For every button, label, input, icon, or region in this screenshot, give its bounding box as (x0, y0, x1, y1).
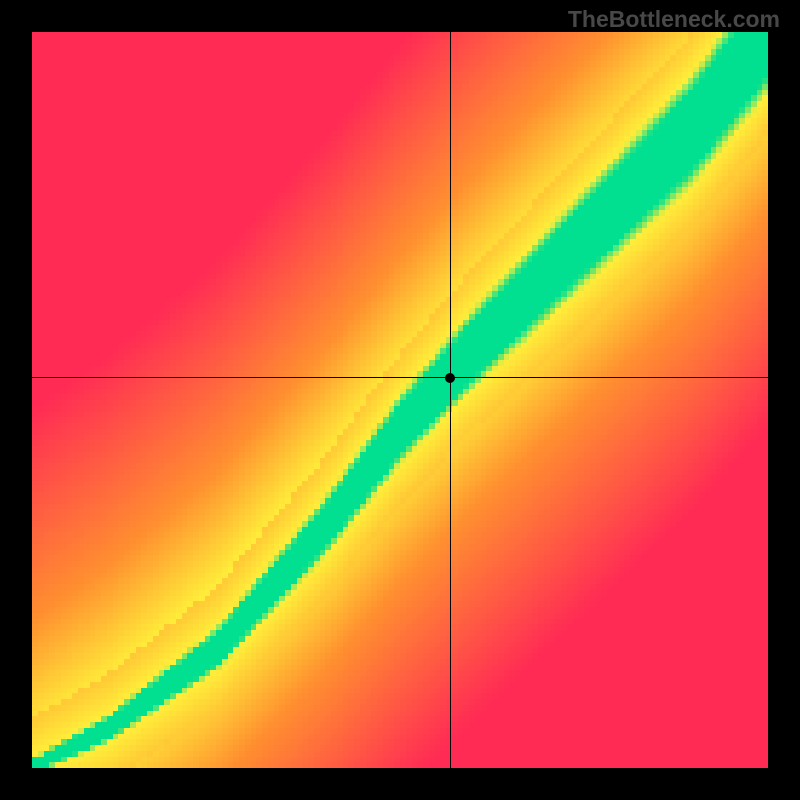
crosshair-horizontal (32, 377, 768, 378)
crosshair-vertical (450, 32, 451, 768)
watermark-text: TheBottleneck.com (568, 6, 780, 33)
bottleneck-heatmap (32, 32, 768, 768)
crosshair-marker (445, 373, 455, 383)
